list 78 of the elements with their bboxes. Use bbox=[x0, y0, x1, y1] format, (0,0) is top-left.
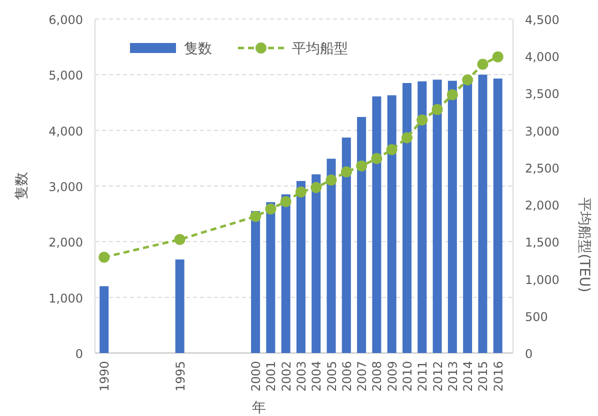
point bbox=[401, 132, 412, 144]
bar bbox=[448, 80, 457, 353]
point bbox=[250, 210, 262, 222]
y-tick-label: 4,000 bbox=[48, 124, 83, 138]
x-tick-label: 2002 bbox=[279, 361, 294, 392]
x-axis-title: 年 bbox=[252, 400, 266, 416]
legend-label: 隻数 bbox=[184, 41, 212, 57]
point bbox=[174, 234, 186, 245]
y2-tick-label: 2,000 bbox=[525, 198, 560, 213]
y-tick-label: 0 bbox=[75, 347, 83, 361]
x-tick-label: 2004 bbox=[310, 361, 324, 392]
x-tick-label: 2006 bbox=[340, 361, 354, 392]
bar bbox=[296, 180, 306, 353]
y2-tick-label: 3,500 bbox=[525, 87, 560, 102]
y2-tick-label: 2,500 bbox=[525, 161, 560, 176]
y2-tick-label: 500 bbox=[525, 310, 548, 324]
x-tick-label: 2003 bbox=[294, 361, 308, 392]
y2-tick-label: 4,500 bbox=[525, 13, 560, 27]
y2-tick-label: 4,000 bbox=[525, 50, 560, 64]
y-tick-label: 6,000 bbox=[48, 13, 83, 27]
y2-axis-title: 平均船型(TEU) bbox=[576, 198, 592, 292]
x-tick-label: 2007 bbox=[355, 361, 370, 392]
bar bbox=[251, 211, 260, 353]
bar bbox=[402, 83, 412, 353]
x-tick-label: 1990 bbox=[98, 361, 112, 392]
point bbox=[280, 196, 292, 208]
point bbox=[371, 153, 382, 164]
bar bbox=[175, 259, 184, 353]
bar bbox=[418, 81, 427, 353]
bar bbox=[281, 194, 290, 353]
x-tick-label: 2001 bbox=[264, 361, 278, 392]
bar bbox=[432, 80, 442, 353]
x-tick-label: 1995 bbox=[173, 361, 188, 392]
y2-tick-label: 1,500 bbox=[525, 236, 560, 250]
x-tick-label: 2011 bbox=[416, 361, 430, 392]
bar bbox=[312, 174, 321, 353]
x-tick-label: 2008 bbox=[370, 361, 384, 392]
y2-tick-label: 0 bbox=[525, 347, 533, 361]
point bbox=[492, 51, 504, 62]
bar bbox=[478, 74, 488, 353]
x-tick-label: 2016 bbox=[491, 361, 506, 392]
bar bbox=[493, 78, 502, 353]
y-tick-label: 3,000 bbox=[48, 180, 83, 194]
bar bbox=[326, 158, 336, 353]
x-tick-label: 2014 bbox=[461, 361, 476, 392]
x-tick-label: 2015 bbox=[476, 361, 490, 392]
x-tick-label: 2013 bbox=[446, 361, 460, 392]
point bbox=[432, 104, 443, 116]
point bbox=[98, 252, 110, 263]
bar bbox=[342, 138, 351, 353]
y2-tick-label: 1,000 bbox=[525, 272, 560, 287]
bar bbox=[100, 286, 109, 353]
y-tick-label: 2,000 bbox=[48, 236, 83, 250]
x-tick-label: 2005 bbox=[324, 361, 339, 392]
legend-label: 平均船型 bbox=[292, 41, 348, 57]
x-tick-label: 2010 bbox=[400, 361, 414, 392]
y2-tick-label: 3,000 bbox=[525, 124, 560, 138]
y-tick-label: 5,000 bbox=[48, 68, 83, 83]
point bbox=[295, 186, 306, 198]
point bbox=[416, 114, 428, 126]
bar bbox=[387, 95, 396, 353]
point bbox=[462, 74, 474, 86]
point bbox=[340, 166, 352, 178]
bar bbox=[266, 202, 276, 353]
point bbox=[326, 174, 337, 186]
point bbox=[265, 204, 276, 215]
point bbox=[310, 182, 322, 193]
y-axis-title: 隻数 bbox=[14, 172, 30, 200]
y-tick-label: 1,000 bbox=[48, 291, 83, 306]
bar bbox=[372, 96, 382, 353]
x-tick-label: 2012 bbox=[430, 361, 445, 392]
x-tick-label: 2000 bbox=[249, 361, 264, 392]
point bbox=[446, 89, 458, 100]
bar bbox=[357, 116, 366, 353]
point bbox=[356, 160, 368, 172]
point bbox=[477, 58, 488, 70]
x-tick-label: 2009 bbox=[385, 361, 400, 392]
point bbox=[386, 144, 398, 156]
